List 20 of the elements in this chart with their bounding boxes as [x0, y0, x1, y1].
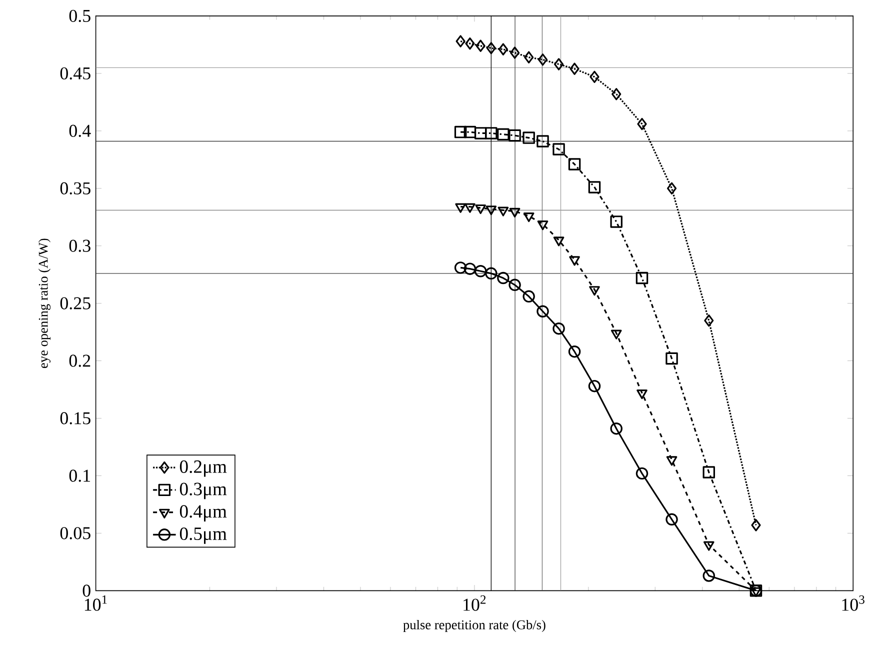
y-tick-label: 0.25	[60, 297, 90, 310]
y-tick-label: 0.15	[60, 412, 90, 425]
legend-label: 0.4μm	[180, 505, 227, 522]
y-tick-label: 0.5	[69, 10, 90, 22]
y-tick-label: 0.35	[60, 182, 90, 195]
legend-label: 0.2μm	[180, 460, 227, 477]
y-tick-label: 0.45	[60, 68, 90, 80]
x-tick-label: 10$^{2}$	[464, 596, 486, 612]
y-tick-label: 0	[82, 584, 90, 597]
y-axis-title: eye opening ratio (A/W)	[38, 238, 51, 368]
x-tick-label: 10$^{1}$	[84, 596, 107, 612]
y-tick-label: 0.05	[60, 527, 90, 540]
y-tick-label: 0.4	[69, 125, 91, 138]
x-axis-title: pulse repetition rate (Gb/s)	[403, 620, 546, 632]
legend-label: 0.5μm	[180, 528, 227, 544]
legend-label: 0.3μm	[180, 482, 227, 500]
y-tick-label: 0.1	[69, 470, 90, 482]
y-tick-label: 0.2	[69, 354, 90, 368]
x-tick-label: 10$^{3}$	[842, 596, 864, 612]
y-tick-label: 0.3	[69, 240, 90, 252]
